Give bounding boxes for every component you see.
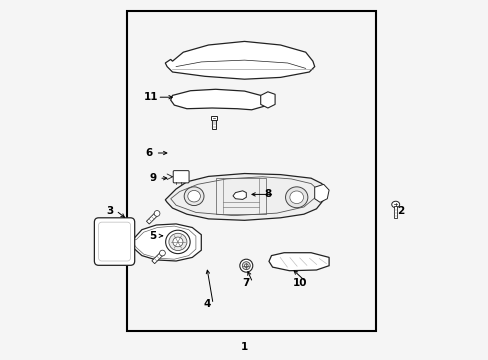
Ellipse shape (289, 191, 303, 204)
Ellipse shape (391, 201, 399, 208)
Polygon shape (314, 184, 328, 202)
Ellipse shape (168, 233, 186, 251)
Polygon shape (165, 174, 325, 220)
Text: 7: 7 (242, 278, 249, 288)
Ellipse shape (165, 230, 190, 253)
Ellipse shape (285, 187, 307, 208)
Polygon shape (152, 251, 164, 264)
Polygon shape (232, 191, 246, 199)
FancyBboxPatch shape (94, 218, 134, 265)
Text: 8: 8 (264, 189, 271, 199)
Text: 11: 11 (143, 92, 158, 102)
Polygon shape (260, 92, 275, 108)
Text: 10: 10 (292, 278, 307, 288)
Polygon shape (268, 253, 328, 271)
Ellipse shape (242, 262, 250, 270)
Ellipse shape (244, 264, 247, 267)
Text: 1: 1 (241, 342, 247, 352)
Text: 6: 6 (145, 148, 152, 158)
Text: 3: 3 (106, 206, 113, 216)
Bar (393, 206, 396, 218)
Polygon shape (165, 41, 314, 79)
Polygon shape (146, 212, 159, 224)
Ellipse shape (239, 259, 252, 272)
Ellipse shape (159, 250, 165, 256)
Polygon shape (170, 89, 265, 110)
Text: 4: 4 (203, 299, 210, 309)
Ellipse shape (154, 211, 160, 216)
Bar (215, 178, 265, 214)
FancyBboxPatch shape (173, 171, 189, 183)
Bar (210, 116, 217, 120)
Text: 5: 5 (149, 231, 156, 241)
Bar (127, 11, 375, 331)
Bar (211, 116, 215, 129)
Ellipse shape (187, 190, 200, 202)
Text: 9: 9 (149, 173, 156, 183)
Ellipse shape (184, 187, 203, 206)
Polygon shape (130, 224, 201, 261)
Ellipse shape (172, 237, 183, 247)
Text: 2: 2 (397, 206, 404, 216)
